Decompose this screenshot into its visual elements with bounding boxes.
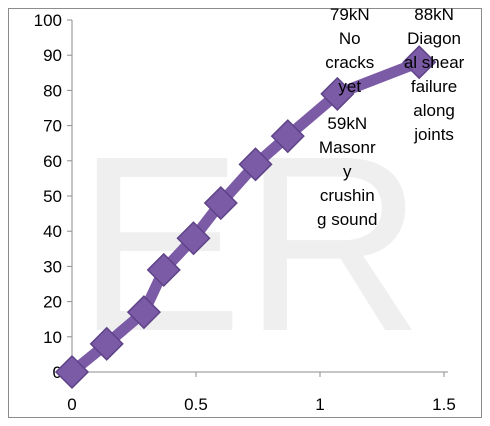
annotation-text: Masonr <box>319 138 376 157</box>
y-tick-label: 60 <box>43 152 62 171</box>
data-point-marker <box>146 252 181 287</box>
x-tick-label: 1.5 <box>432 395 456 414</box>
y-tick-label: 70 <box>43 117 62 136</box>
annotation-text: crushin <box>320 186 375 205</box>
annotation-text: Diagon <box>407 29 461 48</box>
y-tick-label: 40 <box>43 222 62 241</box>
annotation-text: al shear <box>404 53 465 72</box>
tick-layer: 010203040506070809010000.511.5 <box>34 11 456 414</box>
data-point-marker <box>89 326 124 361</box>
annotation-text: along <box>413 101 455 120</box>
data-point-marker <box>320 76 355 111</box>
y-tick-label: 30 <box>43 257 62 276</box>
annotation-text: failure <box>411 77 457 96</box>
data-point-marker <box>238 147 273 182</box>
annotation-text: joints <box>413 125 454 144</box>
y-tick-label: 80 <box>43 81 62 100</box>
annotation-text: yet <box>338 77 361 96</box>
y-tick-label: 20 <box>43 293 62 312</box>
annotation-text: 79kN <box>330 5 370 24</box>
data-point-marker <box>176 221 211 256</box>
annotation-text: cracks <box>325 53 374 72</box>
data-point-marker <box>402 45 437 80</box>
x-tick-label: 0 <box>67 395 76 414</box>
y-tick-label: 10 <box>43 328 62 347</box>
watermark-layer: ER <box>76 104 423 383</box>
y-tick-label: 100 <box>34 11 62 30</box>
series-line <box>66 56 425 378</box>
y-tick-label: 50 <box>43 187 62 206</box>
x-tick-label: 0.5 <box>184 395 208 414</box>
annotation-text: 88kN <box>414 5 454 24</box>
data-point-marker <box>54 354 90 390</box>
annotation-text: y <box>343 162 352 181</box>
annotation-text: No <box>339 29 361 48</box>
data-point-marker <box>126 295 161 330</box>
y-tick-label: 90 <box>43 46 62 65</box>
series-layer <box>54 45 437 390</box>
data-point-marker <box>203 185 238 221</box>
chart-frame <box>8 8 482 418</box>
annotation-layer: 79kN No cracks yet 59kN Masonr y crushin g sound… <box>317 5 465 229</box>
data-point-marker <box>270 119 305 154</box>
x-tick-label: 1 <box>315 395 324 414</box>
watermark-text: ER <box>76 104 423 383</box>
annotation-text: g sound <box>317 210 378 229</box>
annotation-text: 59kN <box>327 114 367 133</box>
